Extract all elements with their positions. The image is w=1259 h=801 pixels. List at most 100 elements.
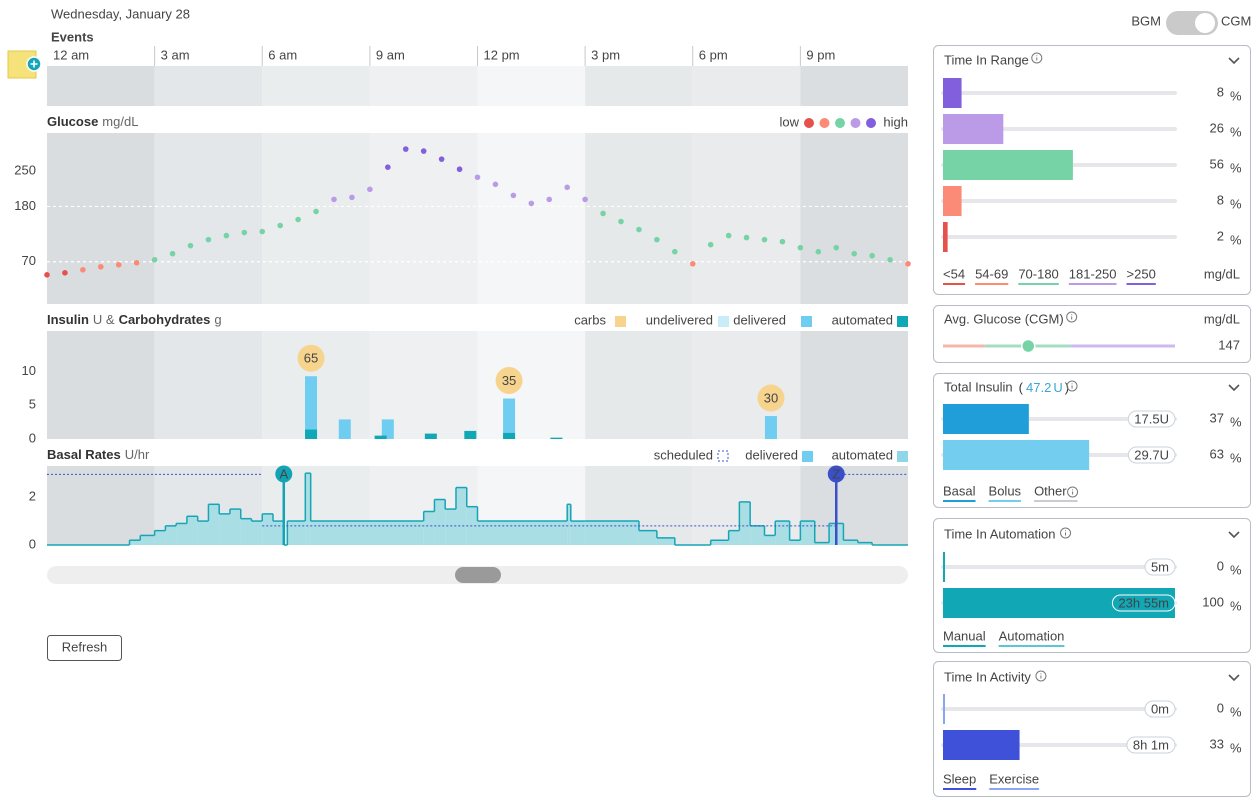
bar	[943, 186, 962, 216]
time-band	[800, 331, 908, 439]
basal-segment	[176, 523, 187, 545]
legend-label: delivered	[733, 312, 786, 327]
time-label: 9 pm	[806, 47, 835, 62]
basal-segment	[814, 542, 830, 545]
legend-label: undelivered	[646, 312, 713, 327]
automated-bolus	[305, 429, 318, 439]
panel	[933, 518, 1251, 653]
section-title: Insulin U & Carbohydrates g	[47, 312, 222, 327]
basal-segment	[585, 521, 639, 545]
toggle-label: BGM	[1131, 13, 1161, 28]
basal-segment	[219, 513, 230, 545]
glucose-reading	[636, 226, 642, 233]
basal-segment	[638, 530, 657, 545]
time-label: 9 am	[376, 47, 405, 62]
amount-label: 29.7U	[1134, 447, 1169, 462]
y-tick-label: 0	[29, 430, 36, 445]
time-band	[800, 66, 908, 106]
glucose-reading	[743, 234, 750, 241]
tab[interactable]: Manual	[943, 628, 986, 643]
tab[interactable]: Other	[1034, 483, 1067, 498]
collapse-chevron[interactable]	[1228, 384, 1240, 392]
y-tick-label: 250	[14, 163, 36, 178]
glucose-reading	[672, 248, 678, 255]
glucose-reading	[223, 232, 230, 239]
bar	[943, 114, 1004, 144]
range-label: 70-180	[1018, 266, 1058, 281]
time-band	[692, 66, 801, 106]
events-title: Events	[51, 29, 94, 44]
glucose-reading	[44, 272, 50, 278]
glucose-reading	[689, 260, 696, 267]
glucose-reading	[654, 236, 660, 243]
basal-segment	[434, 499, 446, 545]
time-label: 12 am	[53, 47, 89, 62]
basal-segment	[857, 542, 873, 545]
tab[interactable]: Sleep	[943, 771, 976, 786]
avg-glucose-marker	[1021, 338, 1036, 354]
glucose-reading	[779, 238, 786, 245]
refresh-button[interactable]	[47, 635, 122, 661]
scrollbar-thumb[interactable]	[455, 567, 501, 583]
tab[interactable]: Bolus	[989, 483, 1022, 498]
time-band	[154, 133, 263, 304]
total-part: 47.2	[1026, 380, 1051, 395]
total-part: (	[1019, 380, 1024, 395]
basal-segment	[208, 504, 220, 545]
amount-label: 17.5U	[1134, 411, 1169, 426]
percent-unit: %	[1230, 124, 1242, 139]
percent-unit: %	[1230, 704, 1242, 719]
collapse-chevron[interactable]	[1228, 531, 1240, 539]
basal-segment	[251, 521, 263, 545]
time-band	[477, 133, 586, 304]
amount-label: 0m	[1151, 701, 1169, 716]
y-tick-label: 70	[22, 253, 36, 268]
legend-dot	[835, 118, 845, 128]
basal-segment	[764, 535, 776, 545]
percent-value: 2	[1217, 228, 1224, 243]
basal-segment	[775, 521, 790, 545]
tab[interactable]: Automation	[999, 628, 1065, 643]
amount-pill	[1144, 558, 1176, 576]
tab[interactable]: Basal	[943, 483, 976, 498]
glucose-reading	[492, 181, 499, 188]
time-band	[692, 133, 801, 304]
percent-value: 56	[1210, 156, 1224, 171]
panel	[933, 305, 1251, 363]
automated-bolus	[374, 435, 387, 439]
panel-title: Time In Range	[944, 52, 1029, 67]
unit: mg/dL	[1204, 311, 1240, 326]
time-band	[154, 331, 263, 439]
tab[interactable]: Exercise	[989, 771, 1039, 786]
amount-pill	[1126, 736, 1176, 754]
percent-value: 0	[1217, 558, 1224, 573]
toggle-knob	[1195, 13, 1215, 33]
glucose-reading	[869, 252, 875, 259]
collapse-chevron[interactable]	[1228, 674, 1240, 682]
info-icon	[1031, 52, 1043, 64]
section-title: Basal Rates U/hr	[47, 447, 150, 462]
time-label: 3 am	[161, 47, 190, 62]
range-label: 181-250	[1069, 266, 1117, 281]
collapse-chevron[interactable]	[1228, 57, 1240, 65]
panel-title: Time In Activity	[944, 669, 1031, 684]
y-tick-label: 10	[22, 363, 36, 378]
glucose-reading	[313, 208, 319, 215]
amount-label: 8h 1m	[1133, 737, 1169, 752]
panel	[933, 661, 1251, 797]
amount-pill	[1127, 410, 1176, 428]
glucose-reading	[707, 241, 714, 248]
percent-unit: %	[1230, 414, 1242, 429]
percent-unit: %	[1230, 562, 1242, 577]
basal-segment	[739, 501, 751, 545]
legend-dot	[866, 118, 876, 128]
plus-icon	[30, 60, 38, 68]
amount-pill	[1127, 446, 1176, 464]
glucose-reading	[420, 148, 427, 154]
panel-title: Time In Automation	[944, 526, 1056, 541]
glucose-reading	[833, 244, 840, 251]
time-band	[369, 133, 478, 304]
basal-segment	[789, 540, 801, 545]
toggle-label: CGM	[1221, 13, 1251, 28]
